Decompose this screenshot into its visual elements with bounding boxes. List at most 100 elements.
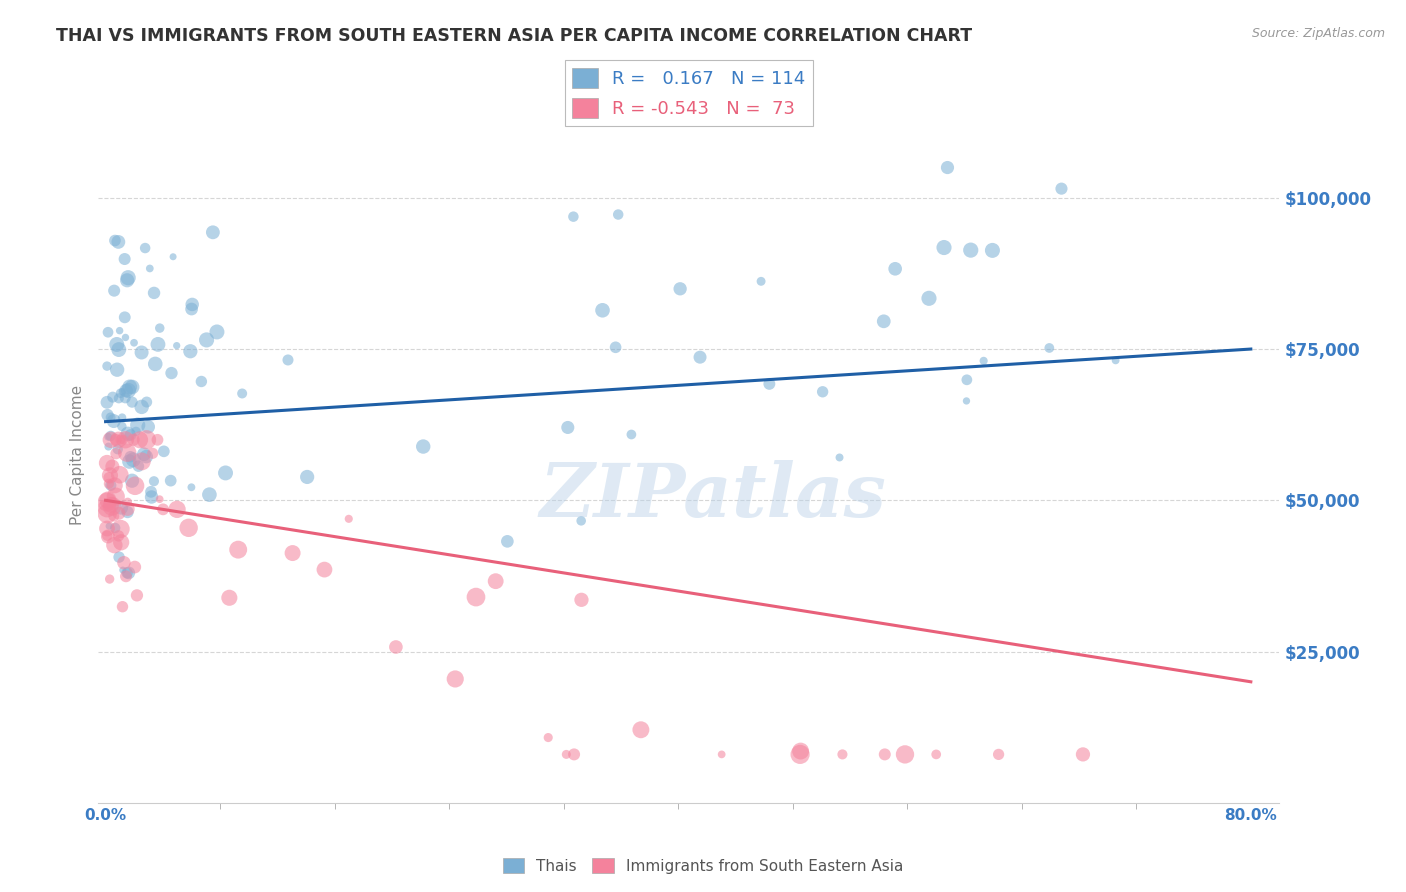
Point <box>98 470 121 484</box>
Point <box>987 747 1010 762</box>
Point <box>115 273 138 287</box>
Point <box>107 529 129 543</box>
Point <box>127 459 149 474</box>
Point <box>139 484 162 499</box>
Point <box>108 467 131 482</box>
Point <box>115 569 138 583</box>
Point <box>117 502 139 516</box>
Point <box>128 433 150 447</box>
Point <box>281 546 304 560</box>
Point <box>135 450 157 464</box>
Point <box>98 519 121 533</box>
Point <box>180 301 202 316</box>
Point <box>831 747 853 762</box>
Point <box>135 433 157 447</box>
Point <box>496 534 519 549</box>
Point <box>132 447 155 461</box>
Point <box>98 572 121 586</box>
Point <box>101 500 124 514</box>
Point <box>101 390 124 404</box>
Point <box>485 574 508 589</box>
Point <box>936 161 959 175</box>
Point <box>111 599 134 614</box>
Point <box>111 419 134 434</box>
Point <box>114 391 136 405</box>
Point <box>710 747 733 762</box>
Point <box>562 210 585 224</box>
Point <box>630 723 652 737</box>
Point <box>607 208 630 222</box>
Point <box>115 384 138 398</box>
Point <box>226 542 249 557</box>
Point <box>110 433 132 447</box>
Point <box>100 478 122 492</box>
Point <box>117 505 139 519</box>
Point <box>981 244 1004 258</box>
Point <box>125 425 148 439</box>
Point <box>100 410 122 425</box>
Point <box>105 362 128 376</box>
Point <box>117 495 139 509</box>
Point <box>218 591 240 605</box>
Point <box>103 509 125 524</box>
Point <box>107 392 129 406</box>
Point <box>107 343 129 357</box>
Point <box>959 243 981 257</box>
Point <box>110 535 132 549</box>
Point <box>101 459 124 474</box>
Point <box>135 395 157 409</box>
Point <box>97 476 120 491</box>
Point <box>811 384 834 399</box>
Point <box>105 447 128 461</box>
Point <box>117 426 139 441</box>
Point <box>100 498 122 512</box>
Point <box>104 433 127 447</box>
Point <box>620 427 643 442</box>
Point <box>96 456 118 470</box>
Point <box>110 386 132 401</box>
Point <box>98 468 121 483</box>
Point <box>569 514 592 528</box>
Point <box>117 384 139 398</box>
Point <box>231 386 253 401</box>
Point <box>884 261 907 276</box>
Point <box>131 400 153 414</box>
Point <box>112 556 135 570</box>
Legend: R =   0.167   N = 114, R = -0.543   N =  73: R = 0.167 N = 114, R = -0.543 N = 73 <box>565 61 813 126</box>
Point <box>103 538 125 552</box>
Point <box>111 384 134 399</box>
Legend: Thais, Immigrants from South Eastern Asia: Thais, Immigrants from South Eastern Asi… <box>496 852 910 880</box>
Point <box>96 359 118 373</box>
Point <box>108 506 131 520</box>
Point <box>96 501 118 516</box>
Point <box>894 747 917 762</box>
Point <box>146 337 169 351</box>
Point <box>107 235 129 249</box>
Point <box>96 408 118 422</box>
Point <box>131 454 153 468</box>
Point <box>195 333 218 347</box>
Point <box>956 373 979 387</box>
Point <box>146 433 169 447</box>
Point <box>1050 181 1073 195</box>
Point <box>592 303 614 318</box>
Point <box>103 284 125 298</box>
Point <box>166 338 188 352</box>
Point <box>385 640 408 654</box>
Point <box>181 297 204 311</box>
Point <box>107 433 129 447</box>
Point <box>100 433 122 447</box>
Point <box>412 440 434 454</box>
Point <box>143 285 166 300</box>
Point <box>758 376 780 391</box>
Point <box>571 592 593 607</box>
Point <box>111 563 134 577</box>
Point <box>166 502 188 516</box>
Point <box>127 418 149 433</box>
Point <box>537 731 560 745</box>
Point <box>1104 353 1126 368</box>
Point <box>1038 341 1060 355</box>
Point <box>118 380 141 394</box>
Point <box>605 340 627 354</box>
Point <box>124 560 146 574</box>
